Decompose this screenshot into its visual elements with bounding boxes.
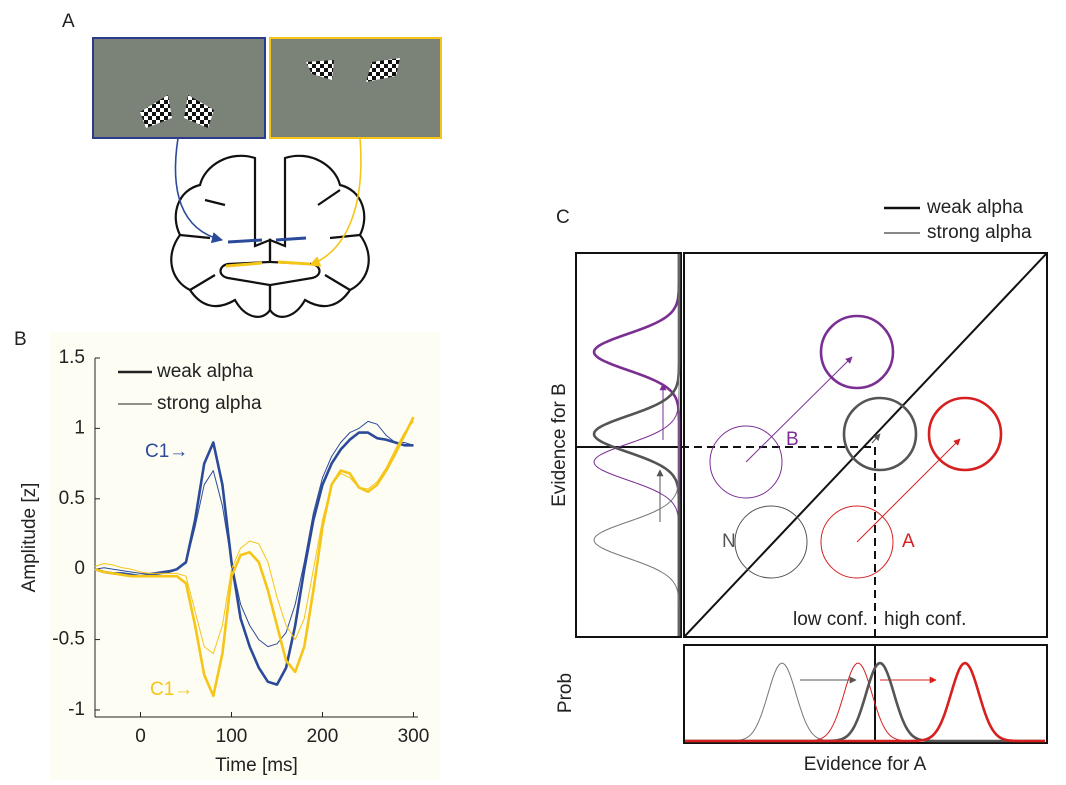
y-tick-label: -1 [68, 699, 85, 720]
circle-label: N [722, 531, 736, 552]
x-axis-label: Time [ms] [215, 755, 298, 776]
legend-label: weak alpha [926, 197, 1024, 218]
projection-arrow [310, 138, 361, 265]
x-tick-label: 0 [135, 726, 146, 747]
figure: A B -1 -0.5 0 0.5 1 1.5 0 100 200 300 Time [ms] Amp… [0, 0, 1066, 780]
panel-label: A [62, 11, 75, 32]
evidence-diagram [576, 253, 1047, 743]
marginal-label: Prob [555, 673, 576, 713]
distribution-curve [685, 663, 1045, 741]
annotation: C1→ [150, 679, 193, 700]
region-label: low conf. [793, 609, 868, 630]
legend-label: strong alpha [927, 222, 1032, 243]
x-tick-label: 200 [307, 726, 339, 747]
y-tick-label: 0.5 [59, 488, 85, 509]
x-tick-label: 100 [216, 726, 248, 747]
legend-label: weak alpha [156, 361, 254, 382]
stimulus-images [93, 38, 441, 138]
region-label: high conf. [884, 609, 966, 630]
legend-label: strong alpha [157, 393, 262, 414]
y-axis-label: Evidence for B [549, 383, 570, 507]
y-axis-label: Amplitude [z] [19, 483, 40, 593]
annotation: C1→ [145, 441, 188, 462]
brain-outline [171, 156, 368, 317]
distribution-curve [594, 254, 679, 636]
y-tick-label: 1.5 [59, 347, 85, 368]
circle-label: B [786, 429, 799, 450]
y-tick-label: 1 [74, 417, 85, 438]
projection-arrow [175, 138, 222, 240]
x-tick-label: 300 [398, 726, 430, 747]
panel-label: C [556, 207, 570, 228]
x-axis-label: Evidence for A [804, 754, 927, 775]
panel-label: B [14, 329, 27, 350]
y-tick-label: 0 [74, 558, 85, 579]
y-tick-label: -0.5 [52, 629, 85, 650]
circle-label: A [902, 531, 915, 552]
